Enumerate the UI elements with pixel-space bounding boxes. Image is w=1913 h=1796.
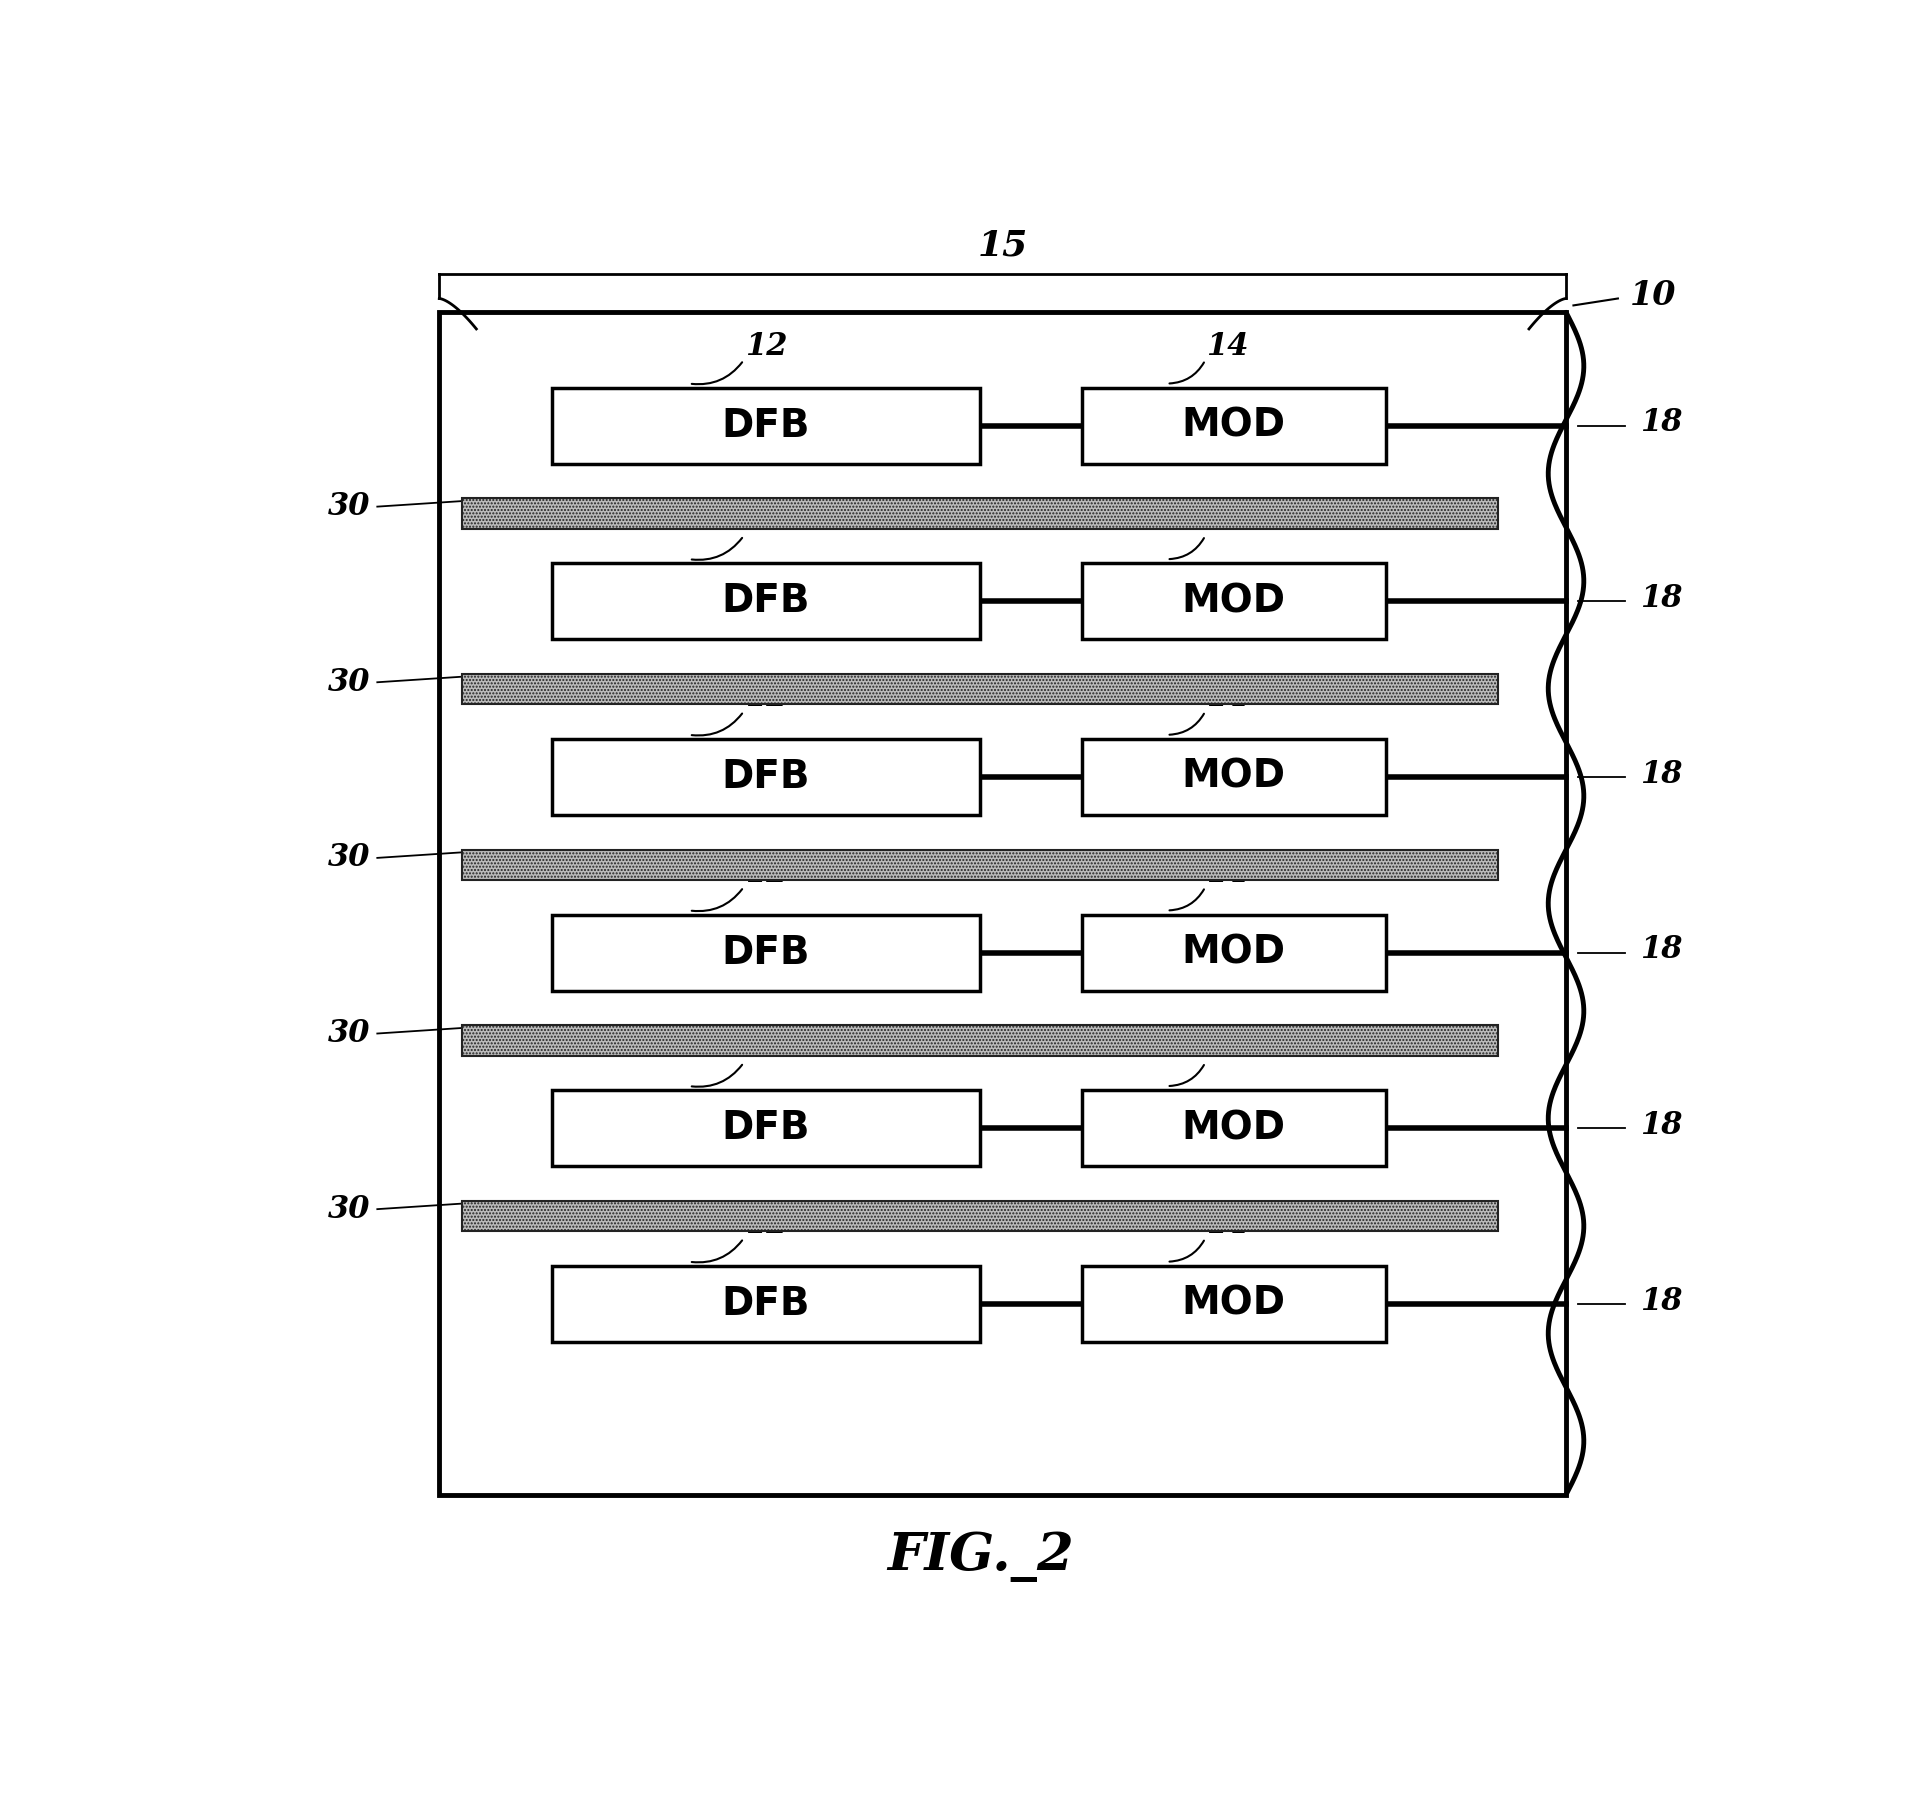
Bar xyxy=(440,313,1567,1494)
Text: 30: 30 xyxy=(327,1018,369,1049)
Text: MOD: MOD xyxy=(1182,1284,1286,1324)
Bar xyxy=(461,1202,1498,1232)
Bar xyxy=(553,1090,979,1166)
Bar xyxy=(553,914,979,991)
Text: 12: 12 xyxy=(744,682,788,713)
Text: 12: 12 xyxy=(744,858,788,889)
Bar xyxy=(553,738,979,815)
Text: 30: 30 xyxy=(327,490,369,523)
Text: 18: 18 xyxy=(1639,934,1683,966)
Bar xyxy=(461,1026,1498,1056)
Text: 18: 18 xyxy=(1639,408,1683,438)
Text: 18: 18 xyxy=(1639,584,1683,614)
Text: MOD: MOD xyxy=(1182,406,1286,445)
Text: 12: 12 xyxy=(744,1033,788,1065)
Bar xyxy=(461,850,1498,880)
Text: MOD: MOD xyxy=(1182,758,1286,796)
Bar xyxy=(461,497,1498,528)
Text: DFB: DFB xyxy=(721,934,811,972)
Text: 14: 14 xyxy=(1207,330,1249,361)
Text: 18: 18 xyxy=(1639,758,1683,790)
Bar xyxy=(553,564,979,639)
Text: 30: 30 xyxy=(327,842,369,873)
Bar xyxy=(1081,388,1385,463)
Bar xyxy=(1081,564,1385,639)
Bar xyxy=(461,674,1498,704)
Bar xyxy=(1081,738,1385,815)
Bar xyxy=(1081,1090,1385,1166)
Text: 14: 14 xyxy=(1207,1209,1249,1239)
Text: 12: 12 xyxy=(744,506,788,537)
Text: 14: 14 xyxy=(1207,506,1249,537)
Text: DFB: DFB xyxy=(721,582,811,620)
Text: 12: 12 xyxy=(744,1209,788,1239)
Text: 14: 14 xyxy=(1207,1033,1249,1065)
Text: DFB: DFB xyxy=(721,1110,811,1148)
Text: 30: 30 xyxy=(327,666,369,699)
Text: 18: 18 xyxy=(1639,1286,1683,1316)
Text: MOD: MOD xyxy=(1182,1110,1286,1148)
Text: DFB: DFB xyxy=(721,758,811,796)
Bar xyxy=(553,1266,979,1342)
Text: 14: 14 xyxy=(1207,858,1249,889)
Bar xyxy=(553,388,979,463)
Text: 15: 15 xyxy=(978,228,1027,262)
Bar xyxy=(1081,1266,1385,1342)
Text: FIG._2: FIG._2 xyxy=(888,1532,1073,1582)
Text: MOD: MOD xyxy=(1182,934,1286,972)
Text: DFB: DFB xyxy=(721,406,811,445)
Text: 12: 12 xyxy=(744,330,788,361)
Text: 14: 14 xyxy=(1207,682,1249,713)
Text: 30: 30 xyxy=(327,1194,369,1225)
Text: 18: 18 xyxy=(1639,1110,1683,1140)
Text: MOD: MOD xyxy=(1182,582,1286,620)
Text: DFB: DFB xyxy=(721,1284,811,1324)
Bar xyxy=(1081,914,1385,991)
Text: 10: 10 xyxy=(1630,278,1676,313)
